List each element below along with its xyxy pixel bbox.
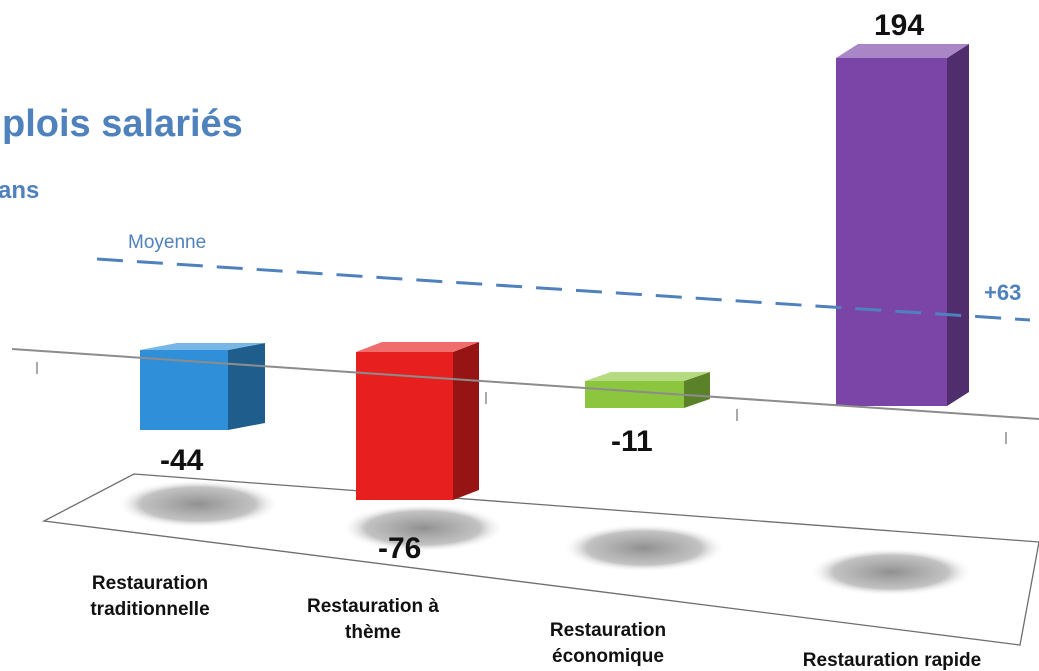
average-value-label: +63 (984, 280, 1021, 305)
category-labels: Restauration traditionnelle Restauration à… (90, 573, 981, 671)
bar-side-face (947, 44, 969, 406)
category-label: Restauration rapide (803, 650, 981, 671)
bar-top-face (836, 44, 969, 58)
shadows-layer (116, 480, 973, 596)
bar-top-face (356, 342, 479, 352)
bar (356, 342, 479, 500)
bar-top-face (585, 372, 710, 381)
value-label: 194 (874, 9, 924, 42)
average-label: Moyenne (128, 232, 206, 253)
average-line (96, 257, 1031, 322)
value-labels: -44 -76 -11 194 (160, 9, 924, 565)
zero-axis-line (11, 348, 1039, 420)
bar-side-face (684, 372, 710, 408)
bar (836, 44, 969, 406)
bar-side-face (453, 342, 479, 500)
value-label: -11 (611, 425, 653, 458)
chart-subtitle: ans (0, 177, 39, 204)
bar-front-face (836, 58, 947, 406)
bar (140, 343, 265, 430)
bar-shadow (809, 548, 973, 596)
bar-shadow (562, 524, 726, 572)
bar-shadow (116, 480, 280, 528)
bars-layer (140, 44, 969, 500)
category-label: Restauration à thème (307, 596, 439, 643)
category-label: Restauration économique (550, 620, 666, 667)
floor-plane (41, 473, 1039, 646)
bar-shadow (341, 504, 505, 552)
category-label: Restauration traditionnelle (90, 573, 209, 620)
bar-top-face (140, 343, 265, 350)
bar-side-face (228, 343, 265, 430)
value-label: -44 (160, 444, 204, 477)
axis-ticks (36, 362, 1007, 444)
chart-title: plois salariés (2, 103, 243, 145)
value-label: -76 (378, 532, 421, 565)
